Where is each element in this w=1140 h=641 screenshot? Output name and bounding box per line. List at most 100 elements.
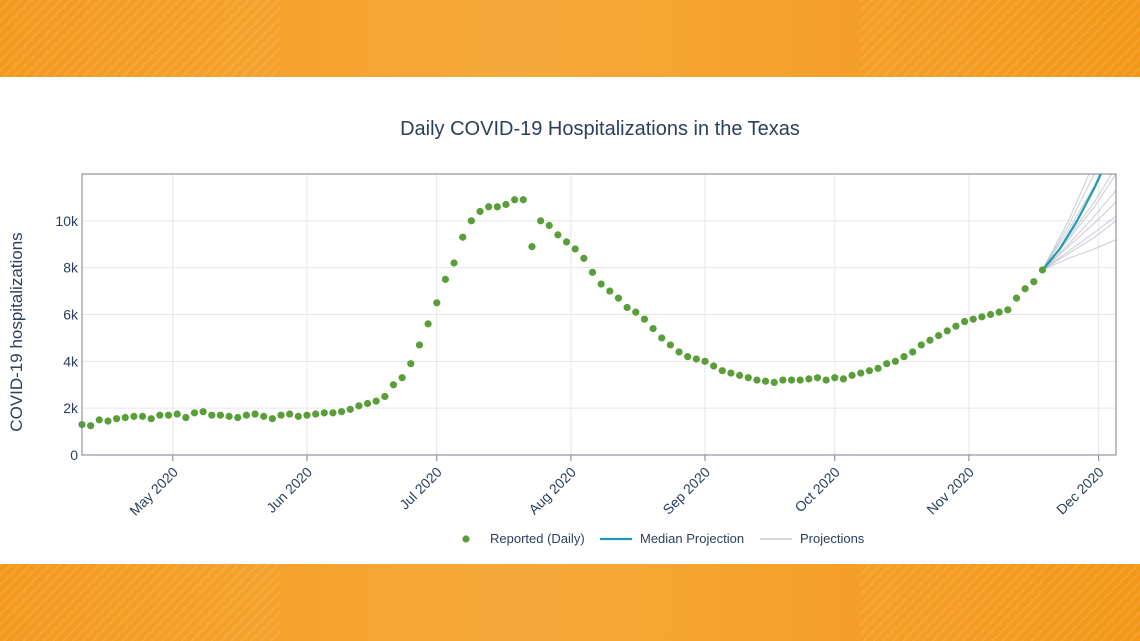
banner-stripes-right (860, 564, 1140, 641)
bottom-banner (0, 564, 1140, 641)
x-tick-label: Oct 2020 (791, 464, 843, 516)
reported-point (1038, 266, 1047, 274)
reported-point (329, 409, 337, 417)
legend-label: Reported (Daily) (490, 531, 585, 546)
y-tick-label: 2k (63, 400, 79, 416)
reported-point (562, 238, 571, 246)
reported-point (242, 411, 251, 419)
reported-point (675, 348, 683, 356)
reported-point (917, 341, 925, 349)
reported-point (519, 196, 527, 204)
reported-point (130, 412, 138, 420)
median-projection-line (1041, 174, 1103, 271)
reported-point (666, 341, 674, 349)
reported-point (225, 412, 233, 420)
reported-point (753, 376, 761, 384)
chart-title: Daily COVID-19 Hospitalizations in the T… (400, 118, 800, 140)
y-axis-title: COVID-19 hospitalizations (7, 232, 26, 431)
reported-point (476, 207, 484, 216)
reported-point (502, 200, 510, 209)
reported-point (104, 417, 112, 425)
reported-point (986, 310, 995, 319)
top-banner (0, 0, 1140, 77)
reported-point (312, 410, 320, 418)
reported-point (692, 355, 700, 363)
reported-point (337, 408, 346, 416)
reported-point (710, 362, 718, 370)
reported-point (839, 375, 848, 383)
x-tick-label: Dec 2020 (1053, 464, 1107, 518)
reported-point (891, 357, 899, 365)
banner-stripes-left (0, 0, 280, 77)
reported-point (969, 315, 977, 323)
reported-point (761, 377, 770, 385)
reported-point (684, 353, 692, 361)
reported-point (320, 409, 328, 417)
reported-point (727, 369, 735, 377)
reported-point (822, 376, 830, 384)
reported-point (355, 402, 363, 410)
reported-point (415, 341, 424, 349)
chart-card: Daily COVID-19 Hospitalizations in the T… (0, 77, 1140, 564)
reported-point (398, 374, 406, 382)
reported-point (199, 408, 207, 416)
reported-point (381, 392, 389, 401)
legend-label: Projections (800, 531, 865, 546)
reported-point (779, 376, 787, 384)
reported-points (78, 196, 1047, 430)
reported-point (234, 413, 242, 422)
reported-point (268, 415, 276, 423)
reported-point (95, 416, 103, 424)
reported-point (926, 336, 934, 344)
reported-point (909, 348, 917, 356)
reported-point (493, 203, 501, 211)
reported-point (874, 364, 882, 372)
reported-point (277, 411, 285, 419)
reported-point (87, 422, 95, 430)
reported-point (433, 299, 441, 307)
reported-point (511, 196, 519, 204)
reported-point (467, 217, 475, 225)
projection-line (1042, 201, 1116, 271)
x-axis-ticks: May 2020 Jun 2020 Jul 2020 Aug 2020 Sep 2020… (126, 455, 1107, 519)
reported-point (251, 410, 259, 418)
reported-point (649, 324, 657, 333)
reported-point (459, 233, 467, 241)
reported-point (450, 259, 458, 267)
reported-point (848, 371, 856, 379)
projection-line (1042, 215, 1116, 271)
y-tick-label: 0 (70, 447, 78, 463)
legend-swatch-reported (462, 535, 470, 543)
reported-point (190, 409, 199, 417)
x-tick-label: Jun 2020 (263, 464, 315, 516)
legend: Reported (Daily) Median Projection Project… (462, 531, 865, 546)
reported-point (883, 360, 891, 368)
reported-point (736, 371, 744, 379)
projection-lines (1041, 174, 1116, 271)
reported-point (787, 376, 796, 384)
reported-point (389, 381, 398, 389)
reported-point (580, 254, 588, 262)
reported-point (164, 411, 173, 419)
reported-point (1030, 278, 1038, 286)
projection-line (1042, 239, 1116, 271)
reported-point (208, 411, 216, 419)
reported-point (545, 221, 553, 230)
reported-point (528, 242, 536, 251)
reported-point (588, 268, 597, 276)
reported-point (701, 357, 709, 365)
projection-line (1041, 174, 1090, 271)
reported-point (372, 397, 380, 405)
reported-point (113, 415, 121, 423)
reported-point (182, 413, 190, 422)
reported-point (536, 217, 545, 225)
reported-point (294, 412, 302, 420)
reported-point (857, 369, 865, 377)
reported-point (614, 294, 623, 302)
reported-point (744, 374, 752, 382)
reported-point (441, 275, 450, 283)
reported-point (147, 415, 155, 423)
projection-line (1041, 174, 1101, 271)
reported-point (796, 376, 804, 384)
reported-point (1021, 285, 1029, 293)
